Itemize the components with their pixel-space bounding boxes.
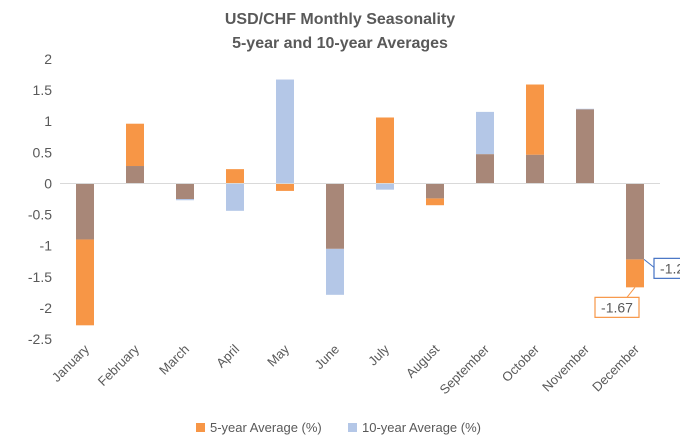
- legend-label-10yr: 10-year Average (%): [362, 420, 481, 435]
- bar-overlap: [576, 109, 594, 184]
- callout-10yr-label: -1.22: [660, 260, 680, 276]
- chart-title-line-1: USD/CHF Monthly Seasonality: [225, 11, 455, 28]
- bar-5yr-avg: [426, 198, 444, 206]
- bar-5yr-avg: [526, 84, 544, 155]
- x-axis-categories: January February March April May June July Augu…: [49, 341, 643, 397]
- x-category-label: April: [213, 341, 242, 370]
- bar-10yr-avg: [276, 79, 294, 184]
- legend-swatch-5yr: [196, 423, 205, 432]
- x-category-label: May: [264, 341, 292, 369]
- bar-overlap: [126, 166, 144, 184]
- y-tick-label: -1: [40, 238, 53, 254]
- bar-overlap: [476, 154, 494, 184]
- bar-5yr-avg: [626, 259, 644, 288]
- y-tick-label: 1.5: [33, 82, 53, 98]
- y-tick-label: 0.5: [33, 144, 53, 160]
- x-category-label: December: [589, 341, 642, 394]
- x-category-label: March: [156, 342, 192, 378]
- bar-overlap: [76, 183, 94, 240]
- y-tick-label: 0: [44, 175, 52, 191]
- y-tick-label: -1.5: [28, 269, 52, 285]
- x-category-label: January: [49, 341, 93, 385]
- x-category-label: August: [403, 341, 442, 380]
- x-category-label: June: [312, 342, 343, 373]
- legend-swatch-10yr: [348, 423, 357, 432]
- bar-overlap: [526, 154, 544, 184]
- callouts-layer: -1.22 -1.67: [594, 257, 680, 318]
- x-category-label: February: [95, 341, 143, 389]
- bar-5yr-avg: [76, 239, 94, 326]
- bar-10yr-avg: [326, 248, 344, 295]
- y-tick-label: 1: [44, 113, 52, 129]
- callout-10yr-leader: [643, 258, 655, 268]
- y-axis-ticks: 2 1.5 1 0.5 0 -0.5 -1 -1.5 -2 -2.5: [28, 51, 52, 347]
- bar-10yr-avg: [576, 108, 594, 110]
- bar-10yr-avg: [176, 199, 194, 201]
- bar-overlap: [326, 183, 344, 249]
- bar-5yr-avg: [276, 183, 294, 191]
- x-category-label: November: [539, 341, 592, 394]
- bar-10yr-avg: [226, 183, 244, 211]
- callout-10yr-box: [653, 257, 680, 279]
- y-tick-label: -2.5: [28, 331, 52, 347]
- x-category-label: July: [365, 341, 392, 368]
- bar-5yr-avg: [126, 123, 144, 167]
- x-category-label: September: [437, 341, 493, 397]
- y-tick-label: -0.5: [28, 207, 52, 223]
- chart-title-line-2: 5-year and 10-year Averages: [232, 35, 448, 52]
- bar-overlap: [626, 183, 644, 260]
- bar-5yr-avg: [226, 169, 244, 184]
- bars-layer: [76, 79, 644, 326]
- bar-5yr-avg: [376, 117, 394, 184]
- callout-5yr-leader: [626, 287, 636, 298]
- callout-5yr-box: [594, 296, 640, 318]
- bar-overlap: [426, 183, 444, 199]
- bar-overlap: [176, 183, 194, 199]
- callout-5yr-label: -1.67: [601, 299, 633, 315]
- bar-10yr-avg: [376, 183, 394, 190]
- legend-label-5yr: 5-year Average (%): [210, 420, 322, 435]
- x-category-label: October: [499, 341, 543, 385]
- legend: 5-year Average (%) 10-year Average (%): [196, 420, 481, 435]
- y-tick-label: -2: [40, 300, 53, 316]
- y-tick-label: 2: [44, 51, 52, 67]
- bar-10yr-avg: [476, 111, 494, 155]
